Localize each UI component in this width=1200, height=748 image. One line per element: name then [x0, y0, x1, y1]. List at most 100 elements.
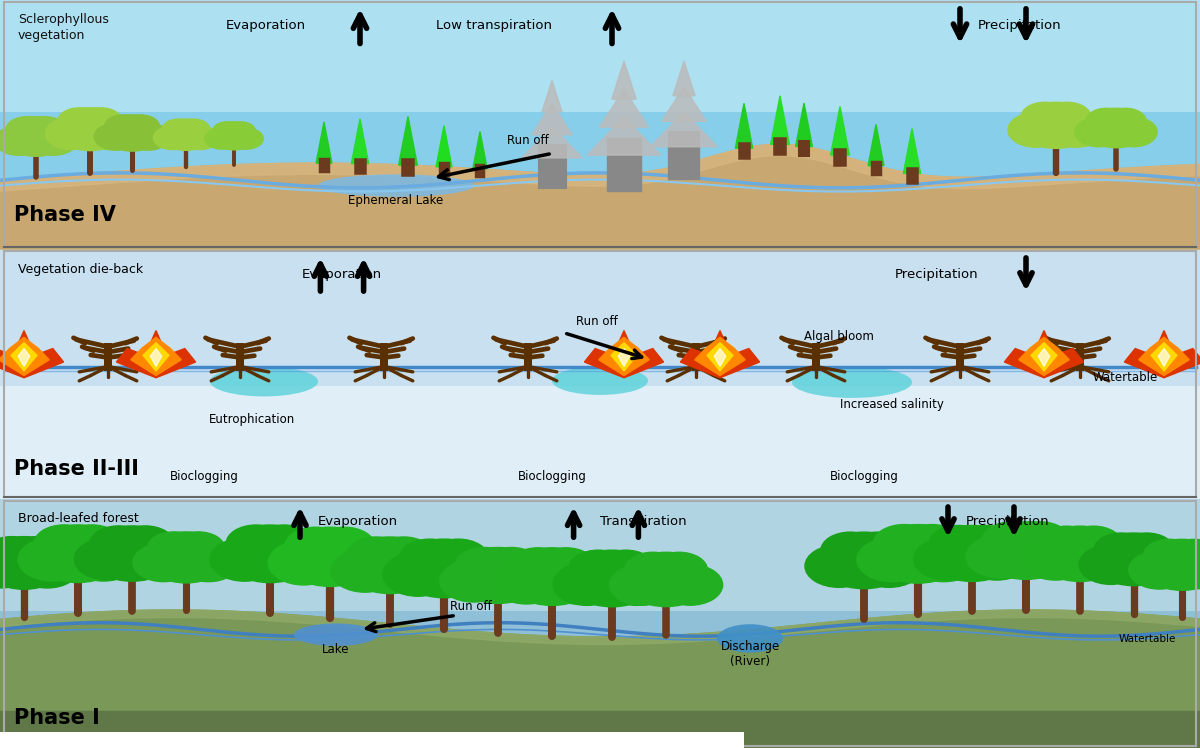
- Polygon shape: [796, 103, 812, 147]
- Circle shape: [1092, 533, 1176, 586]
- Ellipse shape: [792, 367, 912, 398]
- Circle shape: [260, 538, 330, 581]
- Circle shape: [154, 126, 191, 150]
- Circle shape: [46, 117, 97, 150]
- Circle shape: [226, 525, 286, 562]
- Ellipse shape: [210, 367, 318, 396]
- Text: Precipitation: Precipitation: [966, 515, 1050, 528]
- Bar: [0, 0, 1200, 112]
- Circle shape: [124, 539, 190, 580]
- Circle shape: [454, 548, 542, 604]
- Circle shape: [284, 527, 347, 565]
- Circle shape: [178, 119, 210, 139]
- Circle shape: [542, 561, 612, 604]
- Bar: [4, 2, 1196, 247]
- Circle shape: [848, 532, 907, 569]
- Polygon shape: [436, 126, 452, 167]
- Circle shape: [10, 536, 64, 571]
- Circle shape: [1036, 526, 1124, 581]
- Circle shape: [929, 526, 988, 562]
- Circle shape: [854, 545, 923, 587]
- Circle shape: [6, 117, 47, 142]
- Polygon shape: [143, 343, 169, 371]
- Circle shape: [212, 122, 242, 140]
- Polygon shape: [868, 124, 884, 165]
- Circle shape: [658, 565, 722, 605]
- Circle shape: [427, 539, 488, 577]
- Text: Watertable: Watertable: [1093, 372, 1158, 384]
- Text: Discharge
(River): Discharge (River): [720, 640, 780, 668]
- Ellipse shape: [294, 624, 378, 646]
- Circle shape: [55, 108, 125, 150]
- Text: Bioclogging: Bioclogging: [829, 470, 899, 483]
- Circle shape: [380, 550, 449, 592]
- Circle shape: [95, 123, 138, 150]
- Polygon shape: [1019, 337, 1069, 375]
- Circle shape: [982, 522, 1042, 560]
- Circle shape: [1129, 551, 1190, 589]
- Circle shape: [162, 119, 194, 139]
- Ellipse shape: [718, 624, 784, 652]
- Polygon shape: [661, 87, 707, 121]
- Circle shape: [205, 128, 239, 149]
- Circle shape: [18, 538, 88, 581]
- Text: Precipitation: Precipitation: [894, 268, 978, 280]
- Circle shape: [5, 117, 67, 156]
- Circle shape: [254, 525, 314, 562]
- Text: Increased salinity: Increased salinity: [840, 398, 944, 411]
- Polygon shape: [612, 61, 636, 99]
- Circle shape: [490, 560, 557, 602]
- Circle shape: [928, 526, 1016, 581]
- Circle shape: [1094, 533, 1148, 567]
- Polygon shape: [830, 106, 850, 155]
- Bar: [0, 249, 1200, 499]
- Polygon shape: [695, 337, 745, 375]
- Circle shape: [374, 537, 433, 574]
- Polygon shape: [650, 112, 718, 147]
- Text: Algal bloom: Algal bloom: [804, 331, 874, 343]
- Circle shape: [145, 532, 227, 583]
- Circle shape: [0, 548, 32, 588]
- Polygon shape: [131, 337, 181, 375]
- Circle shape: [492, 561, 562, 604]
- Circle shape: [397, 539, 491, 598]
- Circle shape: [103, 115, 161, 151]
- Text: Eutrophication: Eutrophication: [209, 413, 295, 426]
- Text: Bioclogging: Bioclogging: [517, 470, 587, 483]
- Circle shape: [536, 548, 596, 585]
- Polygon shape: [1038, 349, 1050, 367]
- Circle shape: [211, 122, 257, 150]
- Circle shape: [313, 527, 376, 565]
- Bar: [0, 732, 744, 748]
- Circle shape: [650, 552, 707, 588]
- Circle shape: [74, 539, 140, 580]
- Circle shape: [104, 115, 142, 138]
- Polygon shape: [584, 331, 664, 378]
- Circle shape: [857, 538, 928, 582]
- Text: Precipitation: Precipitation: [978, 19, 1062, 31]
- Circle shape: [821, 532, 880, 569]
- Circle shape: [269, 541, 340, 585]
- Circle shape: [223, 525, 317, 583]
- Polygon shape: [599, 337, 649, 375]
- Circle shape: [1141, 539, 1200, 590]
- Circle shape: [210, 538, 280, 581]
- Circle shape: [30, 126, 77, 156]
- Circle shape: [383, 552, 454, 596]
- Circle shape: [623, 552, 709, 607]
- Text: Phase IV: Phase IV: [14, 206, 116, 225]
- Circle shape: [1064, 526, 1122, 562]
- Circle shape: [871, 524, 965, 583]
- Circle shape: [320, 541, 391, 585]
- Circle shape: [979, 522, 1073, 580]
- Circle shape: [610, 565, 674, 605]
- Circle shape: [400, 539, 461, 577]
- Circle shape: [956, 526, 1015, 562]
- Circle shape: [282, 527, 378, 586]
- Circle shape: [88, 526, 176, 581]
- Polygon shape: [352, 119, 368, 164]
- Bar: [0, 0, 1200, 249]
- Polygon shape: [522, 126, 582, 158]
- Circle shape: [126, 123, 169, 150]
- Polygon shape: [1151, 343, 1177, 371]
